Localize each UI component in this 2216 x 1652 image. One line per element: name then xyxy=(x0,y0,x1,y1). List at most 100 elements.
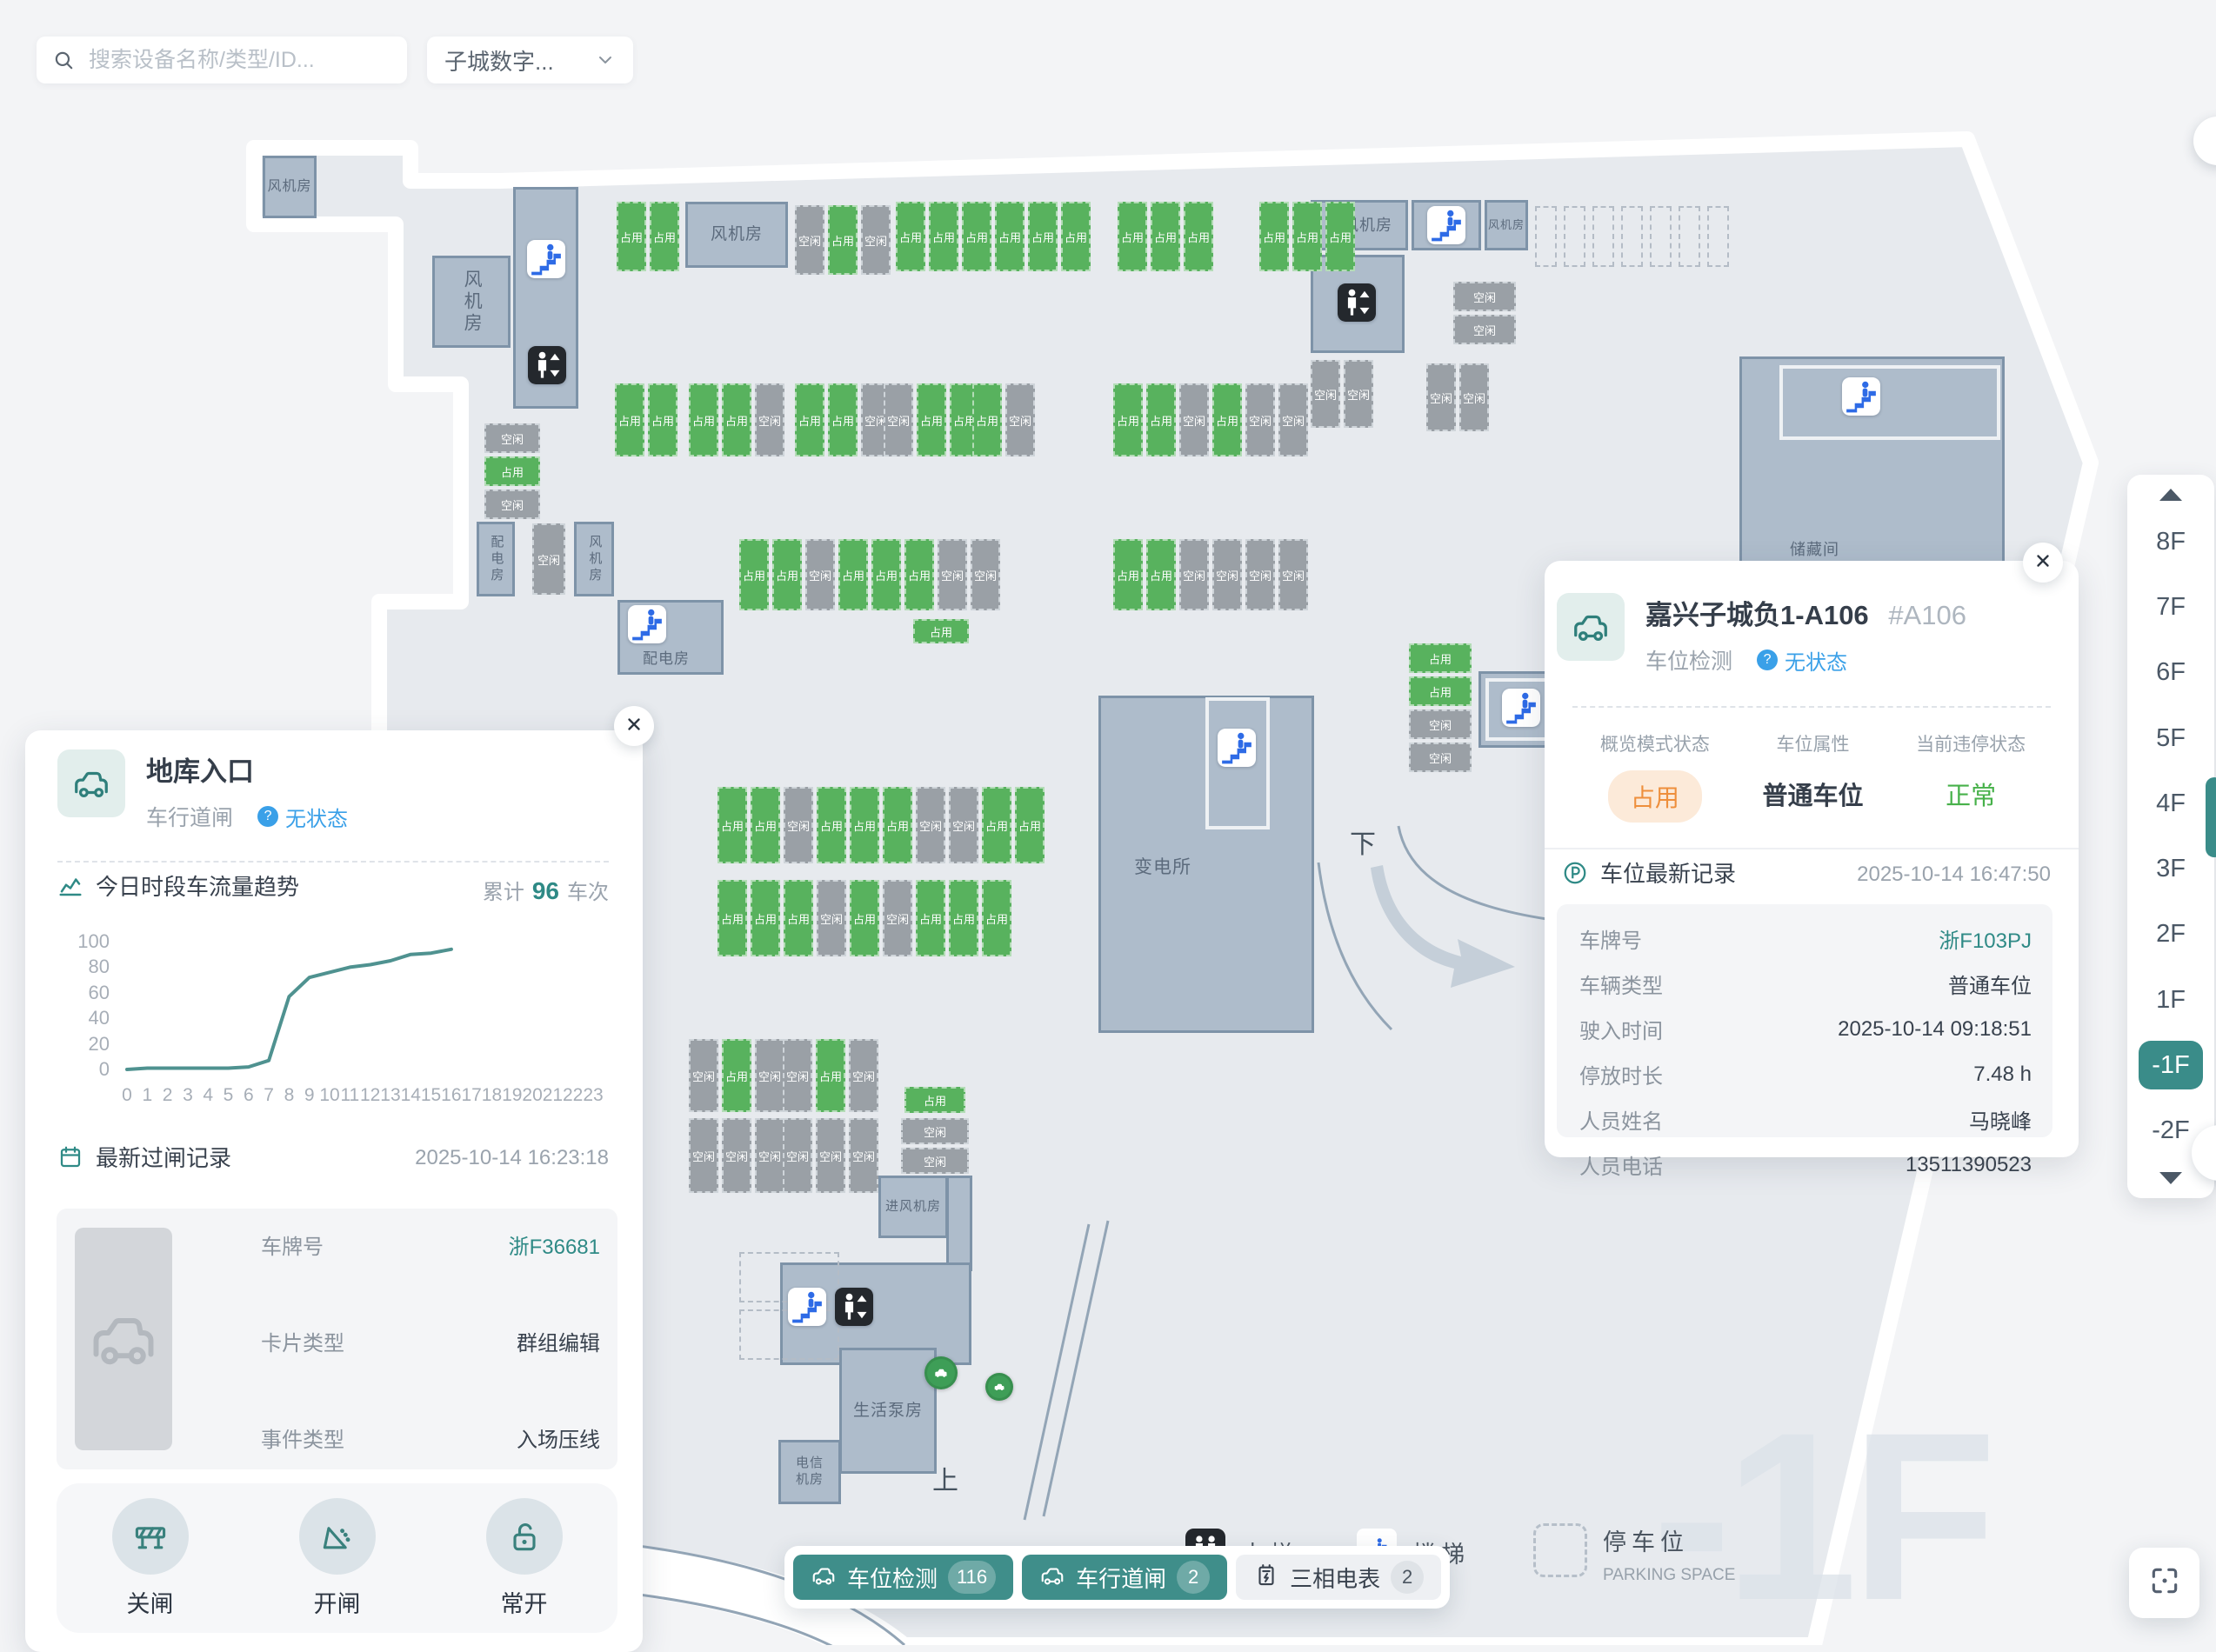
floor-item-8f[interactable]: 8F xyxy=(2156,527,2186,556)
parking-spot[interactable]: 空闲 xyxy=(484,423,540,453)
parking-spot[interactable]: 占用 xyxy=(929,202,958,271)
parking-spot[interactable]: 空闲 xyxy=(532,523,565,595)
parking-spot[interactable]: 占用 xyxy=(795,383,824,456)
parking-spot[interactable]: 空闲 xyxy=(722,1118,751,1193)
parking-spot[interactable]: 占用 xyxy=(982,880,1011,956)
parking-spot[interactable]: 占用 xyxy=(1146,539,1176,610)
parking-spot[interactable]: 空闲 xyxy=(1278,539,1308,610)
parking-spot[interactable]: 空闲 xyxy=(689,1039,718,1112)
device-marker[interactable] xyxy=(924,1356,958,1389)
parking-spot[interactable]: 占用 xyxy=(1212,383,1242,456)
floor-item-1f[interactable]: 1F xyxy=(2156,985,2186,1014)
recenter-button[interactable] xyxy=(2129,1548,2199,1618)
floor-item-2f[interactable]: 2F xyxy=(2156,920,2186,949)
parking-spot[interactable]: 占用 xyxy=(1409,676,1472,706)
parking-spot[interactable]: 占用 xyxy=(1146,383,1176,456)
parking-spot[interactable]: 占用 xyxy=(904,1087,965,1113)
parking-spot[interactable]: 空闲 xyxy=(784,787,813,863)
parking-spot[interactable]: 空闲 xyxy=(938,539,967,610)
parking-spot[interactable]: 占用 xyxy=(949,880,978,956)
parking-spot[interactable]: 空闲 xyxy=(783,1118,812,1193)
parking-spot[interactable] xyxy=(1707,206,1729,267)
floor-item-4f[interactable]: 4F xyxy=(2156,789,2186,817)
parking-spot[interactable]: 占用 xyxy=(784,880,813,956)
close-gate-button[interactable]: 关闸 xyxy=(111,1497,189,1619)
parking-spot[interactable]: 空闲 xyxy=(484,490,540,519)
parking-spot[interactable]: 占用 xyxy=(722,383,751,456)
parking-spot[interactable]: 空闲 xyxy=(817,880,846,956)
parking-spot[interactable]: 占用 xyxy=(828,205,858,275)
parking-spot[interactable]: 占用 xyxy=(816,1039,845,1112)
parking-card-close-button[interactable] xyxy=(2023,543,2063,583)
parking-spot[interactable]: 占用 xyxy=(1409,643,1472,673)
parking-spot[interactable]: 占用 xyxy=(916,880,945,956)
parking-spot[interactable]: 占用 xyxy=(1325,202,1355,271)
floor-item--1f[interactable]: -1F xyxy=(2139,1041,2203,1090)
parking-spot[interactable]: 空闲 xyxy=(805,539,835,610)
parking-spot[interactable]: 空闲 xyxy=(1245,539,1275,610)
parking-spot[interactable]: 占用 xyxy=(850,787,879,863)
parking-spot[interactable]: 占用 xyxy=(828,383,858,456)
parking-spot[interactable]: 空闲 xyxy=(816,1118,845,1193)
parking-spot[interactable]: 占用 xyxy=(1113,539,1143,610)
open-gate-button[interactable]: 开闸 xyxy=(298,1497,376,1619)
parking-spot[interactable]: 空闲 xyxy=(861,205,891,275)
parking-spot[interactable]: 占用 xyxy=(917,383,946,456)
parking-spot[interactable] xyxy=(1650,206,1672,267)
floor-item--2f[interactable]: -2F xyxy=(2152,1116,2190,1145)
parking-spot[interactable] xyxy=(1564,206,1585,267)
parking-spot[interactable]: 占用 xyxy=(648,383,677,456)
parking-spot[interactable]: 空闲 xyxy=(1245,383,1275,456)
parking-spot[interactable] xyxy=(1621,206,1643,267)
floor-item-3f[interactable]: 3F xyxy=(2156,855,2186,883)
parking-spot[interactable]: 空闲 xyxy=(1311,360,1340,428)
device-filter-三相电表[interactable]: 三相电表 2 xyxy=(1236,1555,1442,1600)
parking-spot[interactable]: 占用 xyxy=(722,1039,751,1112)
floor-item-5f[interactable]: 5F xyxy=(2156,723,2186,752)
parking-spot[interactable]: 占用 xyxy=(1292,202,1322,271)
floor-down-icon[interactable] xyxy=(2159,1171,2182,1184)
parking-spot[interactable]: 占用 xyxy=(1151,202,1180,271)
parking-spot[interactable]: 空闲 xyxy=(1409,743,1472,772)
floor-item-6f[interactable]: 6F xyxy=(2156,658,2186,687)
parking-spot[interactable]: 空闲 xyxy=(916,787,945,863)
parking-spot[interactable]: 空闲 xyxy=(949,787,978,863)
parking-spot[interactable]: 空闲 xyxy=(1344,360,1373,428)
parking-spot[interactable]: 占用 xyxy=(1113,383,1143,456)
device-filter-车行道闸[interactable]: 车行道闸 2 xyxy=(1022,1555,1228,1600)
parking-spot[interactable]: 占用 xyxy=(913,619,969,643)
parking-spot[interactable]: 占用 xyxy=(850,880,879,956)
parking-spot[interactable]: 占用 xyxy=(650,202,679,271)
parking-spot[interactable]: 空闲 xyxy=(884,383,913,456)
parking-spot[interactable]: 占用 xyxy=(718,787,747,863)
floor-item-7f[interactable]: 7F xyxy=(2156,593,2186,622)
parking-spot[interactable]: 空闲 xyxy=(1179,383,1209,456)
parking-spot[interactable]: 空闲 xyxy=(883,880,912,956)
parking-spot[interactable]: 空闲 xyxy=(1212,539,1242,610)
parking-spot[interactable]: 占用 xyxy=(817,787,846,863)
parking-spot[interactable]: 空闲 xyxy=(1409,709,1472,739)
parking-spot[interactable]: 空闲 xyxy=(1453,282,1516,311)
parking-spot[interactable]: 占用 xyxy=(1028,202,1058,271)
parking-spot[interactable]: 占用 xyxy=(982,787,1011,863)
parking-spot[interactable] xyxy=(1679,206,1700,267)
parking-spot[interactable]: 占用 xyxy=(1061,202,1091,271)
keep-open-button[interactable]: 常开 xyxy=(485,1497,563,1619)
parking-spot[interactable]: 空闲 xyxy=(1278,383,1308,456)
floor-up-icon[interactable] xyxy=(2159,489,2182,501)
parking-spot[interactable]: 空闲 xyxy=(1426,363,1456,431)
parking-spot[interactable]: 占用 xyxy=(484,456,540,486)
parking-spot[interactable]: 占用 xyxy=(718,880,747,956)
parking-spot[interactable]: 占用 xyxy=(1259,202,1289,271)
parking-spot[interactable]: 空闲 xyxy=(849,1039,878,1112)
parking-spot[interactable]: 占用 xyxy=(751,787,780,863)
parking-spot[interactable]: 占用 xyxy=(972,383,1002,456)
parking-spot[interactable]: 占用 xyxy=(838,539,868,610)
parking-spot[interactable]: 空闲 xyxy=(1005,383,1035,456)
parking-spot[interactable]: 空闲 xyxy=(783,1039,812,1112)
parking-spot[interactable] xyxy=(1535,206,1557,267)
parking-spot[interactable]: 空闲 xyxy=(1453,315,1516,344)
parking-spot[interactable]: 占用 xyxy=(896,202,925,271)
gate-card-close-button[interactable] xyxy=(614,706,654,746)
parking-spot[interactable]: 占用 xyxy=(871,539,901,610)
